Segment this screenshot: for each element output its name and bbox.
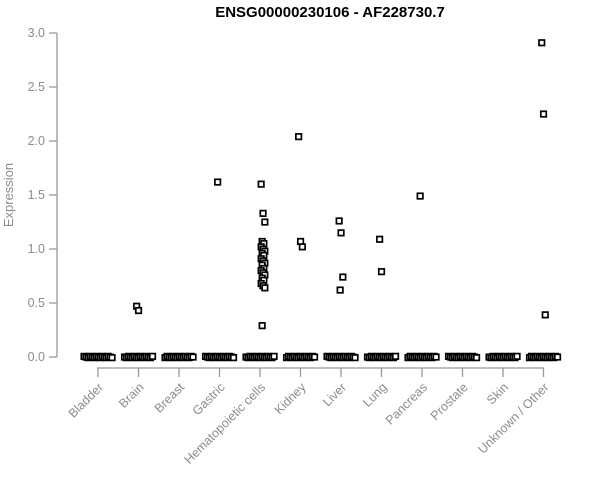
y-tick-label: 1.0 xyxy=(28,242,45,256)
data-point xyxy=(189,353,197,361)
data-point xyxy=(259,209,267,217)
x-tick-label: Gastric xyxy=(190,380,228,418)
data-point xyxy=(148,352,157,360)
data-point xyxy=(339,273,347,281)
x-tick-label: Hematopoietic cells xyxy=(182,380,269,467)
data-point xyxy=(258,322,266,330)
data-point xyxy=(261,284,269,292)
y-tick-label: 3.0 xyxy=(28,26,45,40)
data-point xyxy=(391,352,400,360)
data-point xyxy=(432,353,440,361)
y-tick-label: 1.5 xyxy=(28,188,45,202)
y-tick-label: 0.0 xyxy=(28,350,45,364)
x-tick-label: Pancreas xyxy=(383,380,430,427)
x-tick-label: Prostate xyxy=(428,380,471,423)
x-tick-label: Lung xyxy=(360,380,390,410)
data-point xyxy=(377,268,386,276)
data-point xyxy=(538,39,546,47)
data-point xyxy=(261,218,269,226)
chart-title: ENSG00000230106 - AF228730.7 xyxy=(215,4,445,21)
data-point xyxy=(539,110,548,118)
data-point xyxy=(298,243,306,251)
data-point xyxy=(335,217,343,225)
y-axis-label: Expression xyxy=(1,163,16,227)
data-point xyxy=(310,353,319,361)
x-tick-label: Bladder xyxy=(66,380,106,420)
x-tick-label: Kidney xyxy=(272,380,309,417)
x-tick-label: Skin xyxy=(484,380,511,407)
data-point xyxy=(472,354,481,362)
data-point xyxy=(257,180,265,188)
data-point xyxy=(229,354,238,362)
axes-layer: 0.0 0.5 1.0 1.5 2.0 2.5 3.0 Bladder Brain Breast G… xyxy=(28,26,552,467)
data-point xyxy=(270,352,278,360)
data-point xyxy=(134,306,143,315)
y-tick-label: 0.5 xyxy=(28,296,45,310)
data-point xyxy=(541,311,549,319)
data-point xyxy=(513,352,521,360)
x-tick-label: Breast xyxy=(152,380,188,416)
data-point xyxy=(416,192,424,200)
data-points-layer xyxy=(80,39,562,362)
y-tick-label: 2.0 xyxy=(28,134,45,148)
data-point xyxy=(295,133,303,141)
data-point xyxy=(336,286,344,294)
y-tick-label: 2.5 xyxy=(28,80,45,94)
data-point xyxy=(337,229,345,237)
x-tick-label: Unknown / Other xyxy=(475,380,551,456)
data-point xyxy=(108,354,116,362)
data-point xyxy=(351,354,359,362)
data-point xyxy=(553,353,562,361)
data-point xyxy=(214,178,222,186)
data-point xyxy=(376,235,384,243)
x-tick-label: Brain xyxy=(116,380,147,411)
x-tick-label: Liver xyxy=(320,380,349,409)
